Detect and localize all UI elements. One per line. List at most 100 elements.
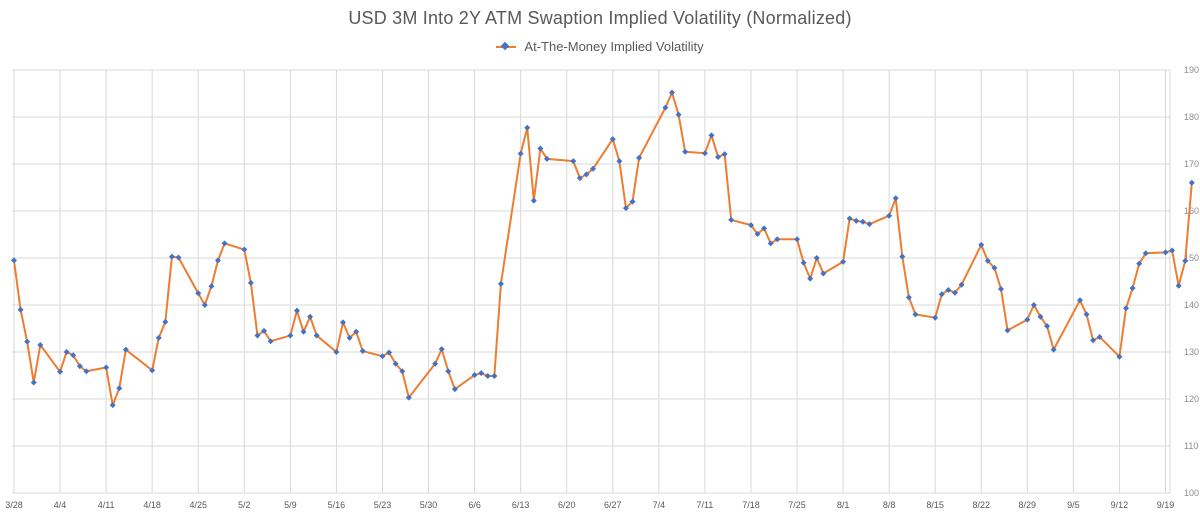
- x-tick-label: 8/1: [837, 500, 850, 510]
- x-tick-label: 7/11: [696, 500, 713, 510]
- data-point: [214, 257, 221, 264]
- data-point: [583, 171, 590, 178]
- data-point: [438, 346, 445, 353]
- data-point: [807, 275, 814, 282]
- data-point: [1169, 247, 1176, 254]
- data-point: [287, 332, 294, 339]
- data-point: [951, 289, 958, 296]
- data-point: [1175, 282, 1182, 289]
- data-point: [570, 158, 577, 165]
- x-tick-label: 5/9: [284, 500, 297, 510]
- data-point: [445, 368, 452, 375]
- y-tick-label: 160: [1184, 206, 1199, 216]
- data-point: [116, 385, 123, 392]
- data-point: [800, 259, 807, 266]
- x-tick-label: 4/4: [54, 500, 67, 510]
- x-tick-label: 6/27: [604, 500, 622, 510]
- data-point: [103, 364, 110, 371]
- x-tick-label: 8/15: [926, 500, 944, 510]
- x-tick-label: 8/8: [883, 500, 896, 510]
- data-point: [1162, 249, 1169, 256]
- data-point: [998, 286, 1004, 293]
- data-point: [70, 352, 77, 359]
- data-point: [590, 165, 597, 172]
- data-point: [149, 367, 156, 374]
- data-point: [1004, 327, 1011, 334]
- data-point: [1030, 302, 1037, 308]
- x-tick-label: 5/2: [238, 500, 251, 510]
- data-point: [17, 306, 24, 313]
- data-point: [662, 104, 669, 111]
- data-point: [379, 353, 386, 360]
- data-point: [794, 236, 801, 243]
- data-point: [537, 145, 544, 152]
- data-point: [938, 291, 945, 298]
- data-point: [754, 231, 761, 238]
- data-point: [1136, 260, 1143, 267]
- data-point: [162, 318, 169, 325]
- data-point: [524, 124, 531, 131]
- data-point: [932, 314, 939, 321]
- data-point: [195, 290, 202, 297]
- data-point: [484, 372, 491, 379]
- x-tick-label: 3/28: [5, 500, 23, 510]
- x-tick-label: 9/19: [1157, 500, 1175, 510]
- data-point: [899, 253, 906, 260]
- data-point: [1044, 323, 1051, 330]
- data-point: [866, 221, 873, 228]
- data-point: [307, 313, 314, 320]
- data-point: [247, 279, 254, 286]
- data-point: [392, 360, 399, 367]
- data-point: [747, 222, 754, 229]
- data-point: [616, 158, 623, 165]
- data-point: [30, 379, 37, 386]
- data-point: [451, 386, 458, 393]
- data-point: [471, 372, 478, 379]
- data-point: [1096, 333, 1103, 340]
- data-point: [491, 372, 498, 379]
- data-point: [333, 349, 340, 355]
- data-point: [728, 216, 735, 223]
- data-point: [109, 402, 116, 409]
- data-point: [543, 155, 550, 162]
- y-tick-label: 150: [1184, 253, 1199, 263]
- data-point: [945, 286, 952, 293]
- data-point: [24, 338, 31, 345]
- data-point: [63, 349, 70, 355]
- data-point: [11, 257, 17, 264]
- data-point: [715, 153, 722, 160]
- data-point: [846, 215, 853, 222]
- data-point: [221, 240, 228, 247]
- y-tick-label: 140: [1184, 300, 1199, 310]
- data-point: [1076, 297, 1083, 304]
- data-point: [1129, 285, 1136, 292]
- data-point: [1123, 305, 1130, 312]
- data-point: [1182, 257, 1189, 264]
- data-point: [168, 253, 175, 260]
- data-point: [629, 198, 636, 205]
- data-point: [346, 334, 353, 341]
- data-point: [958, 281, 965, 288]
- data-point: [254, 332, 261, 339]
- data-point: [1037, 313, 1044, 320]
- x-tick-label: 5/30: [420, 500, 438, 510]
- x-tick-label: 4/25: [189, 500, 207, 510]
- data-point: [1024, 316, 1031, 323]
- x-tick-label: 9/5: [1067, 500, 1080, 510]
- data-point: [636, 154, 643, 161]
- data-point: [353, 328, 360, 335]
- x-tick-label: 6/20: [558, 500, 576, 510]
- data-point: [241, 246, 248, 253]
- data-point: [905, 294, 912, 301]
- data-point: [175, 254, 182, 261]
- x-tick-label: 6/13: [512, 500, 530, 510]
- data-point: [708, 132, 715, 139]
- data-point: [155, 334, 162, 341]
- y-tick-label: 180: [1184, 112, 1199, 122]
- data-point: [293, 307, 300, 314]
- chart-legend: At-The-Money Implied Volatility: [0, 39, 1200, 54]
- x-tick-label: 6/6: [468, 500, 481, 510]
- data-point: [1090, 337, 1097, 344]
- data-point: [912, 311, 919, 318]
- data-point: [761, 225, 768, 232]
